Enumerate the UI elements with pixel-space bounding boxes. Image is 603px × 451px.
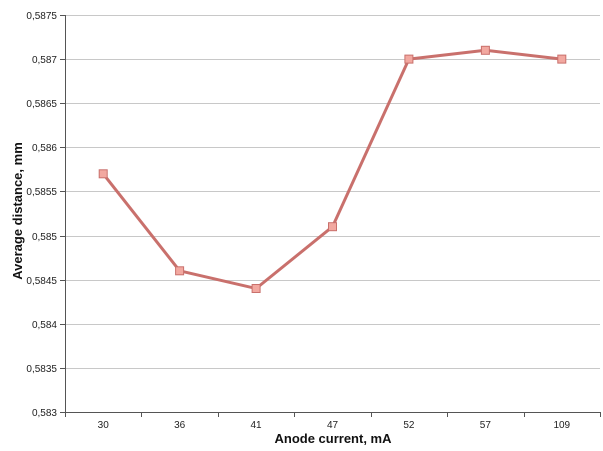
data-point — [251, 284, 261, 293]
y-tick-label: 0,585 — [32, 232, 57, 243]
y-tick-label: 0,5835 — [26, 364, 57, 375]
y-tick-label: 0,5845 — [26, 276, 57, 287]
y-tick-label: 0,5855 — [26, 187, 57, 198]
y-tick-label: 0,586 — [32, 143, 57, 154]
x-tick-label: 47 — [327, 420, 339, 431]
y-tick-label: 0,584 — [32, 320, 57, 331]
series-line — [101, 48, 564, 290]
x-tick-labels: 30 36 41 47 52 57 109 — [98, 420, 571, 431]
y-tick-label: 0,587 — [32, 55, 57, 66]
x-tick-label: 57 — [480, 420, 492, 431]
gridlines — [65, 15, 600, 369]
x-tick-label: 41 — [251, 420, 263, 431]
data-point — [98, 169, 108, 179]
y-tick-label: 0,5875 — [26, 11, 57, 22]
series — [98, 45, 567, 293]
axes — [60, 15, 601, 417]
x-tick-label: 109 — [553, 420, 570, 431]
x-tick-label: 30 — [98, 420, 110, 431]
data-point — [328, 222, 337, 232]
data-point — [404, 54, 414, 64]
x-axis-title: Anode current, mA — [274, 431, 392, 446]
x-tick-label: 36 — [174, 420, 186, 431]
y-axis-title: Average distance, mm — [10, 142, 25, 280]
y-tick-label: 0,583 — [32, 408, 57, 419]
data-point — [480, 45, 490, 55]
data-point — [175, 266, 185, 276]
y-tick-labels: 0,583 0,5835 0,584 0,5845 0,585 0,5855 0,586 0,… — [26, 11, 57, 419]
y-tick-label: 0,5865 — [26, 99, 57, 110]
x-tick-label: 52 — [403, 420, 415, 431]
data-point — [557, 54, 567, 64]
